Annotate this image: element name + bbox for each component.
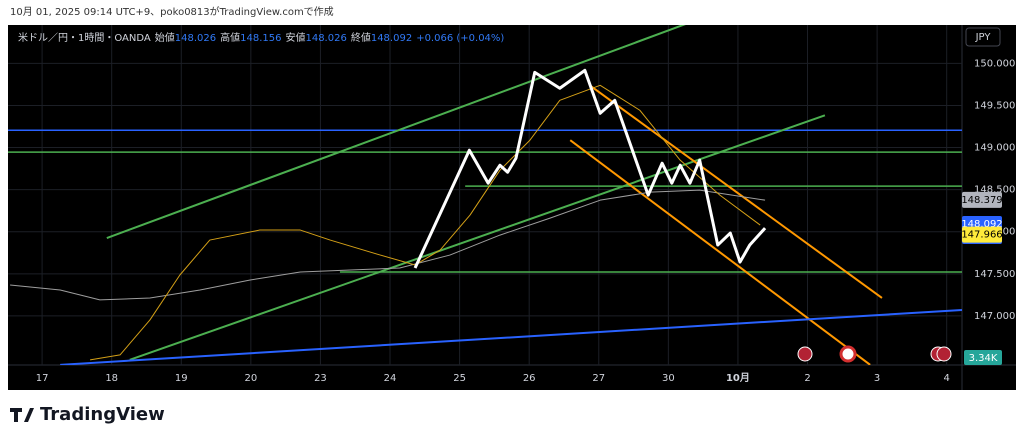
x-tick-label: 23 [314, 373, 327, 384]
x-tick-label: 10月 [726, 372, 750, 384]
trend-line [106, 25, 686, 239]
price-label-box [962, 191, 1002, 208]
ohlc-value: 148.092 [371, 33, 412, 44]
trend-line [60, 308, 962, 365]
symbol: 米ドル／円・1時間・OANDA [18, 31, 151, 44]
price-label: 148.379 [961, 195, 1002, 206]
event-icons [797, 345, 952, 363]
trend-line [589, 84, 883, 299]
x-tick-label: 17 [36, 373, 49, 384]
event-icon[interactable] [936, 346, 952, 362]
trend-line [569, 139, 871, 365]
ohlc-label: 高値 [220, 31, 240, 44]
price-label: 147.966 [961, 230, 1002, 241]
y-tick-label: 147.500 [974, 269, 1015, 280]
ohlc-label: 始値 [155, 31, 175, 44]
chart-panel [8, 25, 1016, 390]
brand-icon [10, 408, 34, 422]
x-tick-label: 4 [944, 373, 950, 384]
x-tick-label: 27 [592, 373, 605, 384]
change: +0.066 (+0.04%) [416, 33, 504, 44]
x-tick-label: 24 [384, 373, 397, 384]
trend-line [129, 114, 826, 361]
x-tick-label: 18 [105, 373, 118, 384]
price-label-box [962, 226, 1002, 243]
ohlc-value: 148.156 [240, 33, 281, 44]
x-tick-label: 3 [874, 373, 880, 384]
brand-name: TradingView [40, 404, 165, 425]
series-line [413, 68, 767, 269]
series-line [90, 84, 761, 361]
volume-label: 3.34K [969, 353, 998, 364]
x-tick-label: 19 [175, 373, 188, 384]
event-icon[interactable] [797, 346, 813, 362]
x-tick-label: 26 [523, 373, 536, 384]
price-label: 148.092 [961, 219, 1002, 230]
axes: 147.000147.500148.000148.500149.000149.5… [36, 58, 1016, 384]
ohlc-label: 安値 [285, 31, 305, 44]
ohlc-value: 148.026 [175, 33, 216, 44]
header: 米ドル／円・1時間・OANDA 始値148.026 高値148.156 安値148.0… [18, 31, 504, 44]
currency-label[interactable]: JPY [975, 32, 992, 43]
y-tick-label: 149.500 [974, 100, 1015, 111]
x-tick-label: 25 [453, 373, 466, 384]
ohlc-value: 148.026 [305, 33, 346, 44]
x-tick-label: 30 [662, 373, 675, 384]
creator-line: 10月 01, 2025 09:14 UTC+9、poko0813がTradin… [10, 5, 334, 18]
x-tick-label: 20 [244, 373, 257, 384]
y-tick-label: 148.500 [974, 185, 1015, 196]
plot [8, 25, 962, 365]
y-tick-label: 149.000 [974, 143, 1015, 154]
y-tick-label: 150.000 [974, 58, 1015, 69]
ohlc-label: 終値 [351, 31, 371, 44]
brand-logo: TradingView [10, 404, 165, 425]
x-tick-label: 2 [804, 373, 810, 384]
currency-button[interactable] [965, 27, 1001, 47]
y-tick-label: 147.000 [974, 311, 1015, 322]
series-line [10, 189, 766, 301]
volume-label-box [964, 350, 1002, 365]
event-icon[interactable] [839, 345, 857, 363]
